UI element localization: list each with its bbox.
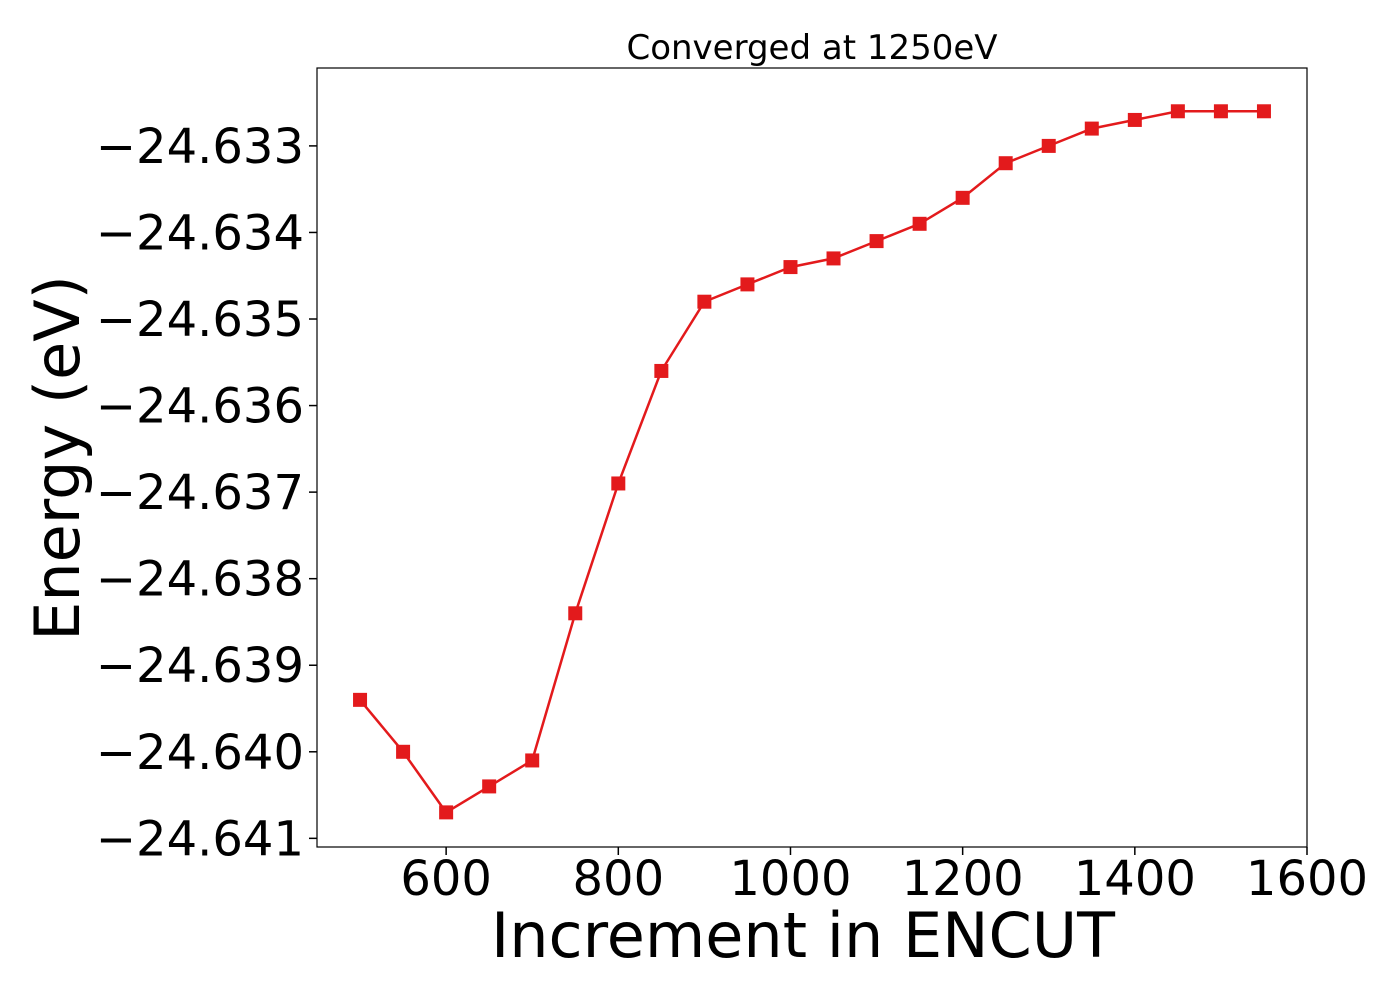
x-tick-label: 1400 xyxy=(1074,851,1196,907)
data-point-marker xyxy=(998,156,1013,171)
x-axis: 600 800 1000 1200 1400 1600 xyxy=(400,847,1368,907)
chart-title: Converged at 1250eV xyxy=(626,28,997,68)
data-point-marker xyxy=(1084,121,1099,136)
y-axis: −24.633 −24.634 −24.635 −24.636 −24.637 −24.6… xyxy=(96,119,317,867)
data-point-marker xyxy=(826,251,841,266)
y-tick-label: −24.641 xyxy=(96,811,304,867)
data-point-marker xyxy=(353,692,368,707)
y-axis-label: Energy (eV) xyxy=(21,275,94,641)
y-tick-label: −24.637 xyxy=(96,465,304,521)
x-tick-label: 1600 xyxy=(1246,851,1368,907)
x-tick-label: 800 xyxy=(572,851,664,907)
y-tick-label: −24.633 xyxy=(96,119,304,175)
data-point-marker xyxy=(568,606,583,621)
data-point-marker xyxy=(783,260,798,275)
data-point-marker xyxy=(439,805,454,820)
y-tick-label: −24.636 xyxy=(96,379,304,435)
data-point-marker xyxy=(1213,104,1228,119)
x-tick-label: 600 xyxy=(400,851,492,907)
data-point-marker xyxy=(654,363,669,378)
data-point-marker xyxy=(482,779,497,794)
data-point-marker xyxy=(912,216,927,231)
data-point-marker xyxy=(1170,104,1185,119)
data-point-marker xyxy=(525,753,540,768)
data-point-marker xyxy=(697,294,712,309)
data-point-marker xyxy=(1127,112,1142,127)
energy-series-markers xyxy=(353,104,1271,820)
y-tick-label: −24.639 xyxy=(96,638,304,694)
x-tick-label: 1200 xyxy=(902,851,1024,907)
y-tick-label: −24.635 xyxy=(96,292,304,348)
data-point-marker xyxy=(740,277,755,292)
data-point-marker xyxy=(396,744,411,759)
x-axis-label: Increment in ENCUT xyxy=(491,899,1116,972)
plot-frame xyxy=(316,67,1308,848)
y-tick-label: −24.634 xyxy=(96,205,304,261)
x-tick-label: 1000 xyxy=(729,851,851,907)
data-point-marker xyxy=(1041,138,1056,153)
y-tick-label: −24.640 xyxy=(96,725,304,781)
data-point-marker xyxy=(1256,104,1271,119)
data-point-marker xyxy=(869,234,884,249)
data-point-marker xyxy=(611,476,626,491)
energy-series-line xyxy=(359,110,1264,815)
y-tick-label: −24.638 xyxy=(96,552,304,608)
data-point-marker xyxy=(955,190,970,205)
